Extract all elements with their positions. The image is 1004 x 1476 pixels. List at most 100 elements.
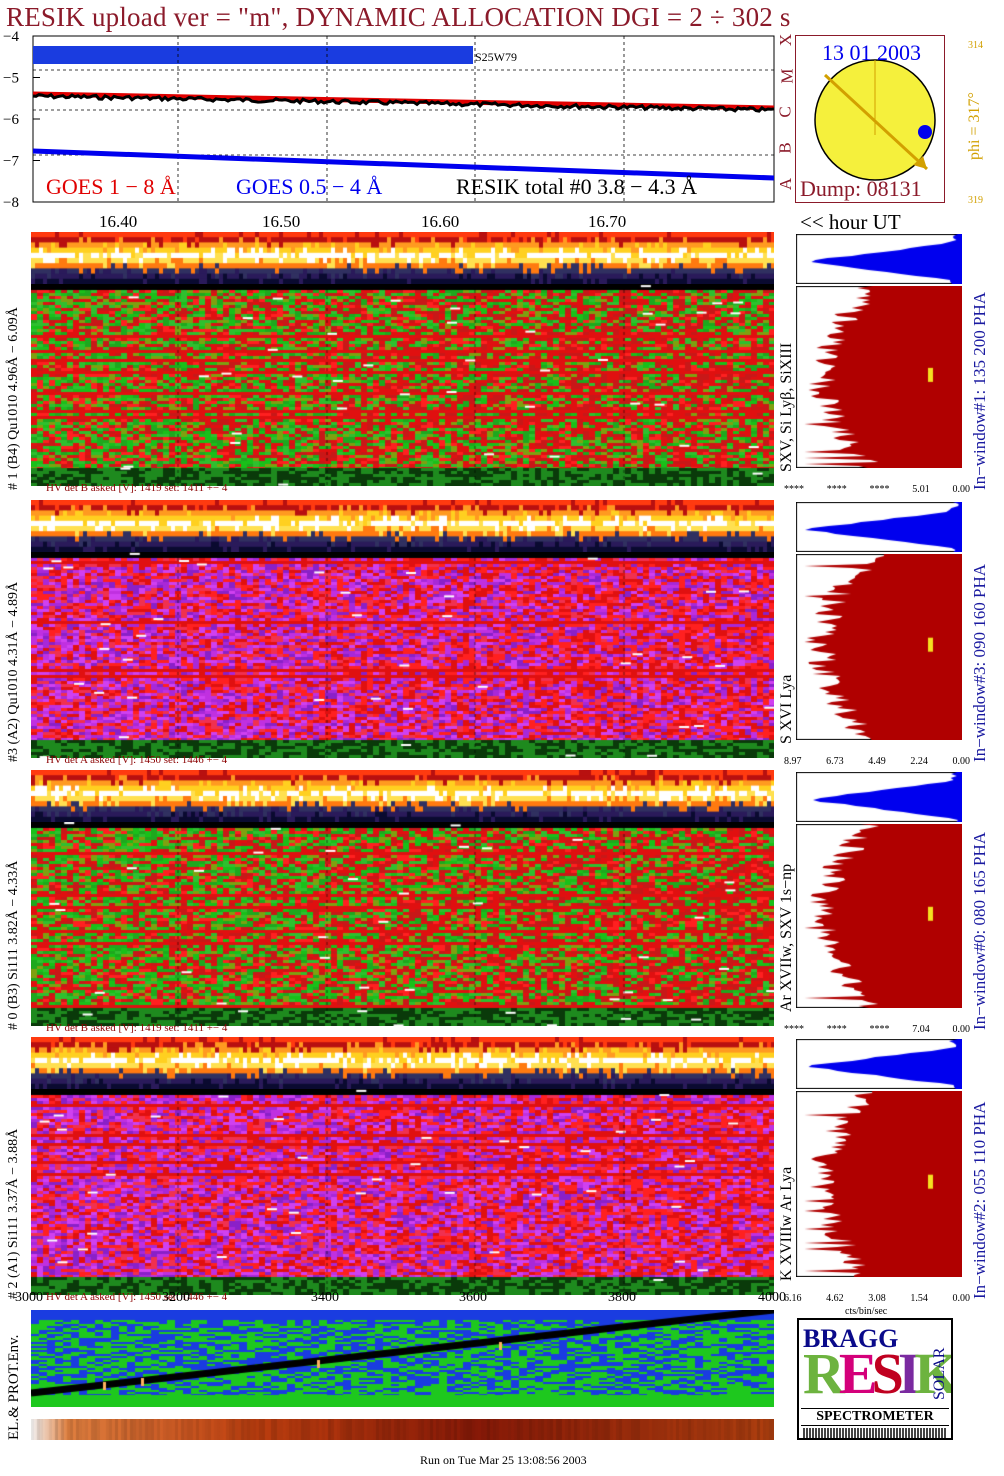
logo-spectrometer: SPECTROMETER	[801, 1408, 949, 1426]
scale-tick: ****	[826, 1024, 847, 1035]
pha-histogram	[796, 554, 962, 740]
line-ids: S XVI Lya	[778, 674, 795, 744]
logo-resik: RESIK	[803, 1341, 953, 1406]
time-tick: 16.50	[262, 212, 301, 231]
in-window-label: In−window#0: 080 165 PHA	[970, 831, 989, 1030]
scale-tick: 0.00	[952, 1293, 971, 1304]
lc-ytick: −6	[3, 112, 19, 128]
resik-total-curve	[32, 92, 775, 113]
scale-tick: 4.49	[868, 756, 886, 767]
scale-tick: 0.00	[952, 1024, 971, 1035]
flare-bar	[33, 46, 473, 64]
bottom-tick: 3800	[608, 1290, 636, 1305]
scale-tick: ****	[826, 484, 847, 495]
legend-goes18: GOES 1 − 8 Å	[46, 174, 176, 199]
time-tick: 16.70	[588, 212, 627, 231]
spectrogram-top	[31, 1037, 774, 1089]
goes-class-letter: B	[775, 142, 795, 154]
channel-label: #3 (A2) Qu1010 4.31Å − 4.89Å	[6, 581, 21, 762]
phi-label: phi = 317°	[966, 92, 983, 160]
spectrogram-main	[31, 822, 774, 1026]
sun-panel	[795, 35, 945, 203]
pha-histogram	[796, 1091, 962, 1277]
phi-lo: 319	[968, 195, 983, 206]
scale-tick: 2.24	[910, 756, 928, 767]
hv-readout: HV det B asked [V]: 1419 set: 1411 +− 4	[46, 482, 228, 494]
intensity-gradient-bar	[31, 1419, 774, 1440]
scale-tick: 8.97	[784, 756, 802, 767]
bottom-tick: 4000	[758, 1290, 786, 1305]
footer-run-time: Run on Tue Mar 25 13:08:56 2003	[420, 1453, 587, 1467]
time-tick: 16.40	[99, 212, 138, 231]
histogram-scale: **** **** **** 7.04 0.00	[784, 1024, 970, 1035]
goes-class-letter: A	[776, 177, 796, 191]
bottom-tick: 3200	[162, 1290, 190, 1305]
spectrogram-main	[31, 552, 774, 758]
bottom-tick: 3600	[459, 1290, 487, 1305]
flare-location-dot	[918, 125, 932, 139]
scale-tick: 1.54	[910, 1293, 928, 1304]
spectrogram-main	[31, 1089, 774, 1295]
dump-label: Dump: 08131	[800, 176, 922, 201]
hv-readout: HV det A asked [V]: 1450 set: 1446 +− 4	[46, 1291, 228, 1303]
hv-readout: HV det B asked [V]: 1419 set: 1411 +− 4	[46, 1022, 228, 1034]
pha-histogram-top	[796, 234, 962, 284]
cts-unit: cts/bin/sec	[845, 1306, 888, 1317]
sun-disk	[814, 59, 936, 181]
line-ids: Ar XVIIw, SXV 1s−np	[778, 863, 795, 1012]
scale-tick: 5.01	[912, 484, 930, 495]
in-window-label: In−window#1: 135 200 PHA	[970, 291, 989, 490]
spectrogram-main	[31, 284, 774, 486]
spectrogram-top	[31, 232, 774, 284]
goes-class-letter: X	[776, 33, 796, 47]
lc-ytick: −8	[3, 195, 19, 208]
hv-readout: HV det A asked [V]: 1450 set: 1446 +− 4	[46, 754, 228, 766]
scale-tick: 0.00	[952, 756, 971, 767]
lc-ytick: −4	[3, 30, 19, 45]
bottom-tick: 3400	[311, 1290, 339, 1305]
scale-tick: ****	[869, 1024, 890, 1035]
goes-05-4-curve	[32, 148, 775, 181]
in-window-label: In−window#3: 090 160 PHA	[970, 563, 989, 762]
channel-label: # 1 (B4) Qu1010 4.96Å − 6.09Å	[6, 307, 21, 490]
environment-panel	[31, 1310, 774, 1407]
scale-tick: 0.00	[952, 484, 971, 495]
lc-ytick: −5	[3, 71, 19, 87]
goes-class-letter: C	[775, 106, 795, 118]
logo-fineprint	[803, 1428, 947, 1438]
scale-tick: 7.04	[912, 1024, 930, 1035]
line-ids: SXV, Si Lyβ, SiXIII	[778, 342, 795, 472]
lc-ytick: −7	[3, 154, 19, 170]
figure-title: RESIK upload ver = "m", DYNAMIC ALLOCATI…	[6, 2, 791, 32]
logo-solar: SOLAR	[931, 1347, 948, 1400]
time-axis: 16.40 16.50 16.60 16.70	[0, 212, 780, 234]
flare-label: S25W79	[475, 50, 517, 64]
scale-tick: 3.08	[868, 1293, 886, 1304]
pha-histogram-top	[796, 772, 962, 822]
lightcurve-panel: S25W79 −4 −5 −6 −7 −8	[3, 30, 775, 208]
sun-date: 13 01 2003	[822, 40, 921, 65]
scale-tick: ****	[869, 484, 890, 495]
channel-label: # 0 (B3) Si111 3.82Å − 4.33Å	[6, 860, 21, 1030]
in-window-label: In−window#2: 055 110 PHA	[970, 1101, 989, 1299]
legend-goes054: GOES 0.5 − 4 Å	[236, 174, 383, 199]
histogram-scale: 8.97 6.73 4.49 2.24 0.00	[784, 756, 970, 767]
bottom-xaxis: 3000 3200 3400 3600 3800 4000	[0, 1290, 790, 1310]
pha-histogram	[796, 286, 962, 468]
pha-histogram	[796, 824, 962, 1008]
logo-bragg: BRAGG	[803, 1324, 899, 1353]
spectrogram-top	[31, 500, 774, 552]
goes-class-letter: M	[777, 68, 797, 84]
legend-resik: RESIK total #0 3.8 − 4.3 Å	[456, 174, 697, 199]
scale-tick: ****	[784, 1024, 804, 1035]
goes-class-scale: X M C B A	[775, 28, 797, 208]
spectrogram-top	[31, 770, 774, 822]
resik-logo: BRAGG RESIK SOLAR SPECTROMETER	[797, 1318, 953, 1440]
pha-histogram-top	[796, 1039, 962, 1089]
hour-ut-label: << hour UT	[800, 210, 901, 234]
bottom-tick: 3000	[15, 1290, 43, 1305]
scale-tick: ****	[784, 484, 804, 495]
env-label: EL.& PROT.Env.	[6, 1334, 22, 1440]
scale-tick: 4.62	[826, 1293, 844, 1304]
pha-histogram-top	[796, 502, 962, 552]
